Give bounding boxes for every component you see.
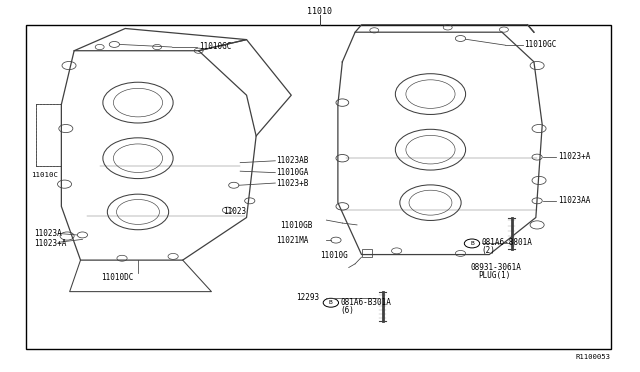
Text: 12293: 12293 [296,294,319,302]
Text: 08931-3061A: 08931-3061A [470,263,522,272]
Text: B: B [470,241,474,246]
Text: (2): (2) [481,246,495,255]
Text: 11023+A: 11023+A [558,152,591,161]
Text: 11010: 11010 [307,7,333,16]
Text: 11021MA: 11021MA [276,235,309,245]
Text: 11010GB: 11010GB [280,221,313,230]
Text: PLUG(1): PLUG(1) [478,271,511,280]
Text: 11023AB: 11023AB [276,155,309,164]
Text: 11010GC: 11010GC [524,40,557,49]
Text: 081A6-8801A: 081A6-8801A [481,238,532,247]
Text: 11023AA: 11023AA [558,196,591,205]
Bar [362,249,372,257]
Text: 081A6-B301A: 081A6-B301A [340,298,391,307]
Text: 11023: 11023 [223,207,246,216]
Text: 11023+A: 11023+A [34,239,67,248]
Bar [26,25,611,349]
Text: 11010GC: 11010GC [198,42,231,51]
Text: (6): (6) [340,307,355,315]
Text: 11010DC: 11010DC [102,273,134,282]
Text: B: B [329,300,333,305]
Text: 11010G: 11010G [320,251,348,260]
Text: R1100053: R1100053 [575,354,611,360]
Text: 11010C: 11010C [31,172,58,178]
Text: 11023+B: 11023+B [276,179,309,187]
Text: 11023A: 11023A [34,229,61,238]
Text: 11010GA: 11010GA [276,168,309,177]
